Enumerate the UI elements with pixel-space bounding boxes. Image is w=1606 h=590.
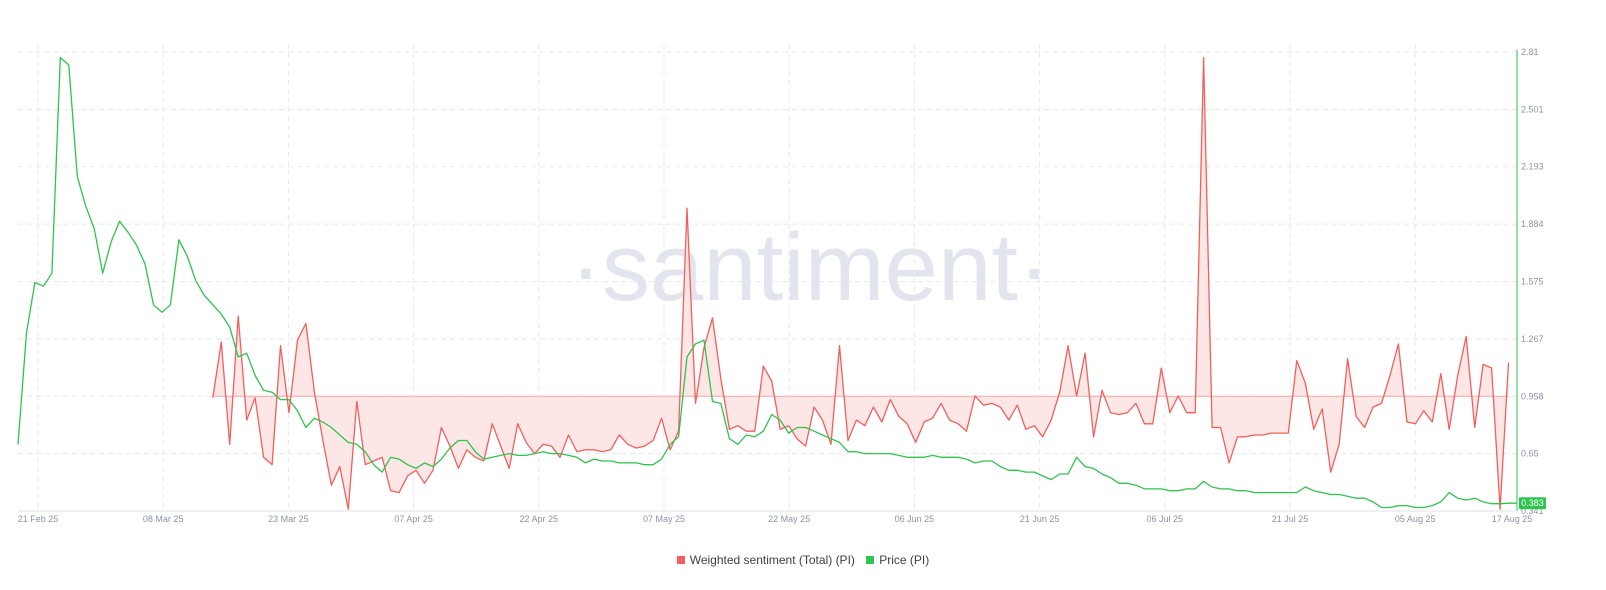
- santiment-watermark: ·santiment·: [570, 214, 1050, 321]
- legend-item-sentiment[interactable]: Weighted sentiment (Total) (PI): [676, 553, 855, 567]
- x-tick-label: 17 Aug 25: [1492, 514, 1533, 524]
- y-tick-label: 2.501: [1521, 104, 1544, 114]
- y-tick-label: 0.958: [1521, 391, 1544, 401]
- chart-legend: Weighted sentiment (Total) (PI) Price (P…: [0, 553, 1606, 567]
- x-tick-label: 21 Jul 25: [1272, 514, 1309, 524]
- x-tick-label: 22 May 25: [768, 514, 810, 524]
- sentiment-line: [212, 56, 1510, 510]
- sentiment-swatch: [676, 556, 685, 564]
- price-current-badge: [1519, 497, 1546, 510]
- y-tick-label: 2.193: [1521, 162, 1544, 172]
- x-tick-label: 21 Jun 25: [1020, 514, 1060, 524]
- legend-label-sentiment: Weighted sentiment (Total) (PI): [689, 553, 855, 567]
- x-tick-label: 07 May 25: [643, 514, 685, 524]
- y-tick-label: 2.81: [1521, 47, 1539, 57]
- legend-label-price: Price (PI): [879, 553, 930, 567]
- x-tick-label: 05 Aug 25: [1395, 514, 1436, 524]
- x-tick-label: 22 Apr 25: [520, 514, 559, 524]
- x-tick-label: 08 Mar 25: [143, 514, 184, 524]
- price-current-label: 0.383: [1521, 498, 1544, 508]
- y-tick-label: 1.575: [1521, 277, 1544, 287]
- x-tick-label: 06 Jun 25: [895, 514, 935, 524]
- y-tick-label: 0.65: [1521, 449, 1539, 459]
- x-tick-label: 07 Apr 25: [394, 514, 433, 524]
- x-tick-label: 23 Mar 25: [268, 514, 309, 524]
- y-tick-label: 1.884: [1521, 219, 1544, 229]
- x-tick-label: 06 Jul 25: [1147, 514, 1184, 524]
- price-swatch: [866, 556, 875, 564]
- y-tick-label: 0.341: [1521, 506, 1544, 516]
- x-tick-label: 21 Feb 25: [18, 514, 59, 524]
- legend-item-price[interactable]: Price (PI): [866, 553, 929, 567]
- y-tick-label: 1.267: [1521, 334, 1544, 344]
- price-line: [17, 56, 1517, 509]
